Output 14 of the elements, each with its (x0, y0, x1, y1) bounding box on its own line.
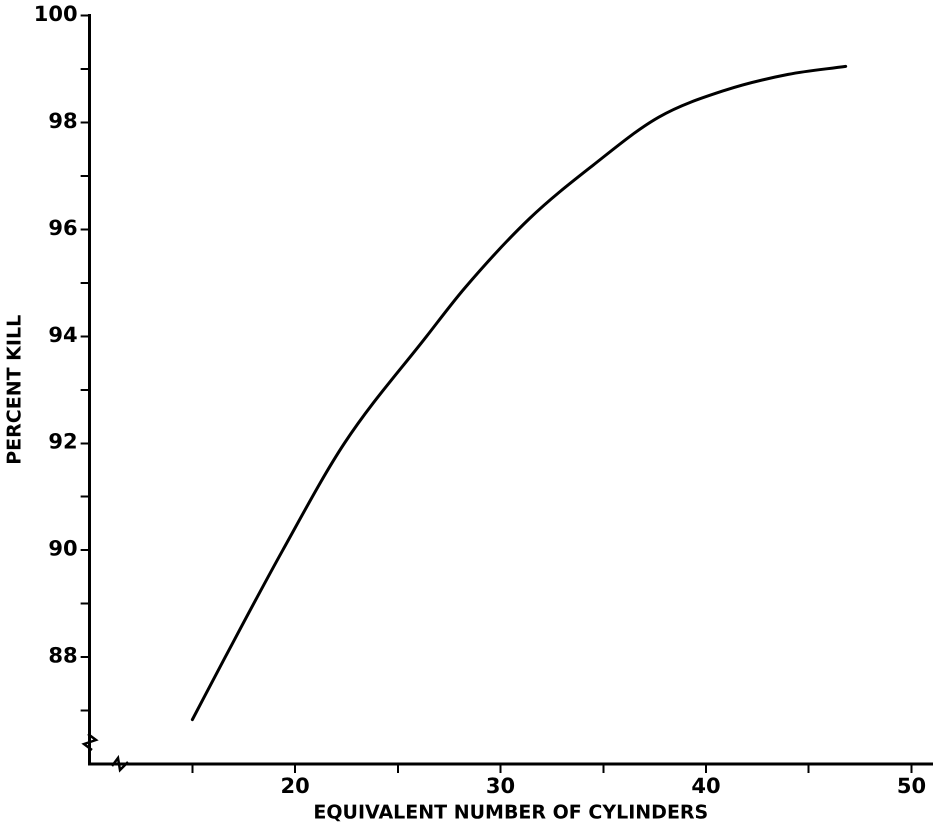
x-tick-label: 50 (896, 774, 926, 798)
x-tick-label: 20 (280, 774, 310, 798)
y-tick-label: 88 (48, 644, 78, 668)
line-series (190, 64, 848, 722)
y-tick-label: 92 (48, 430, 78, 454)
y-tick-label: 96 (48, 216, 78, 240)
y-tick-label: 98 (48, 108, 78, 133)
x-tick-label: 40 (691, 774, 721, 798)
x-axis-title: EQUIVALENT NUMBER OF CYLINDERS (313, 802, 708, 824)
y-tick-label: 94 (48, 322, 78, 347)
y-tick-label: 100 (34, 2, 78, 26)
y-axis-title: PERCENT KILL (3, 314, 26, 465)
y-tick-label: 90 (48, 536, 78, 561)
x-tick-label: 30 (486, 774, 516, 798)
